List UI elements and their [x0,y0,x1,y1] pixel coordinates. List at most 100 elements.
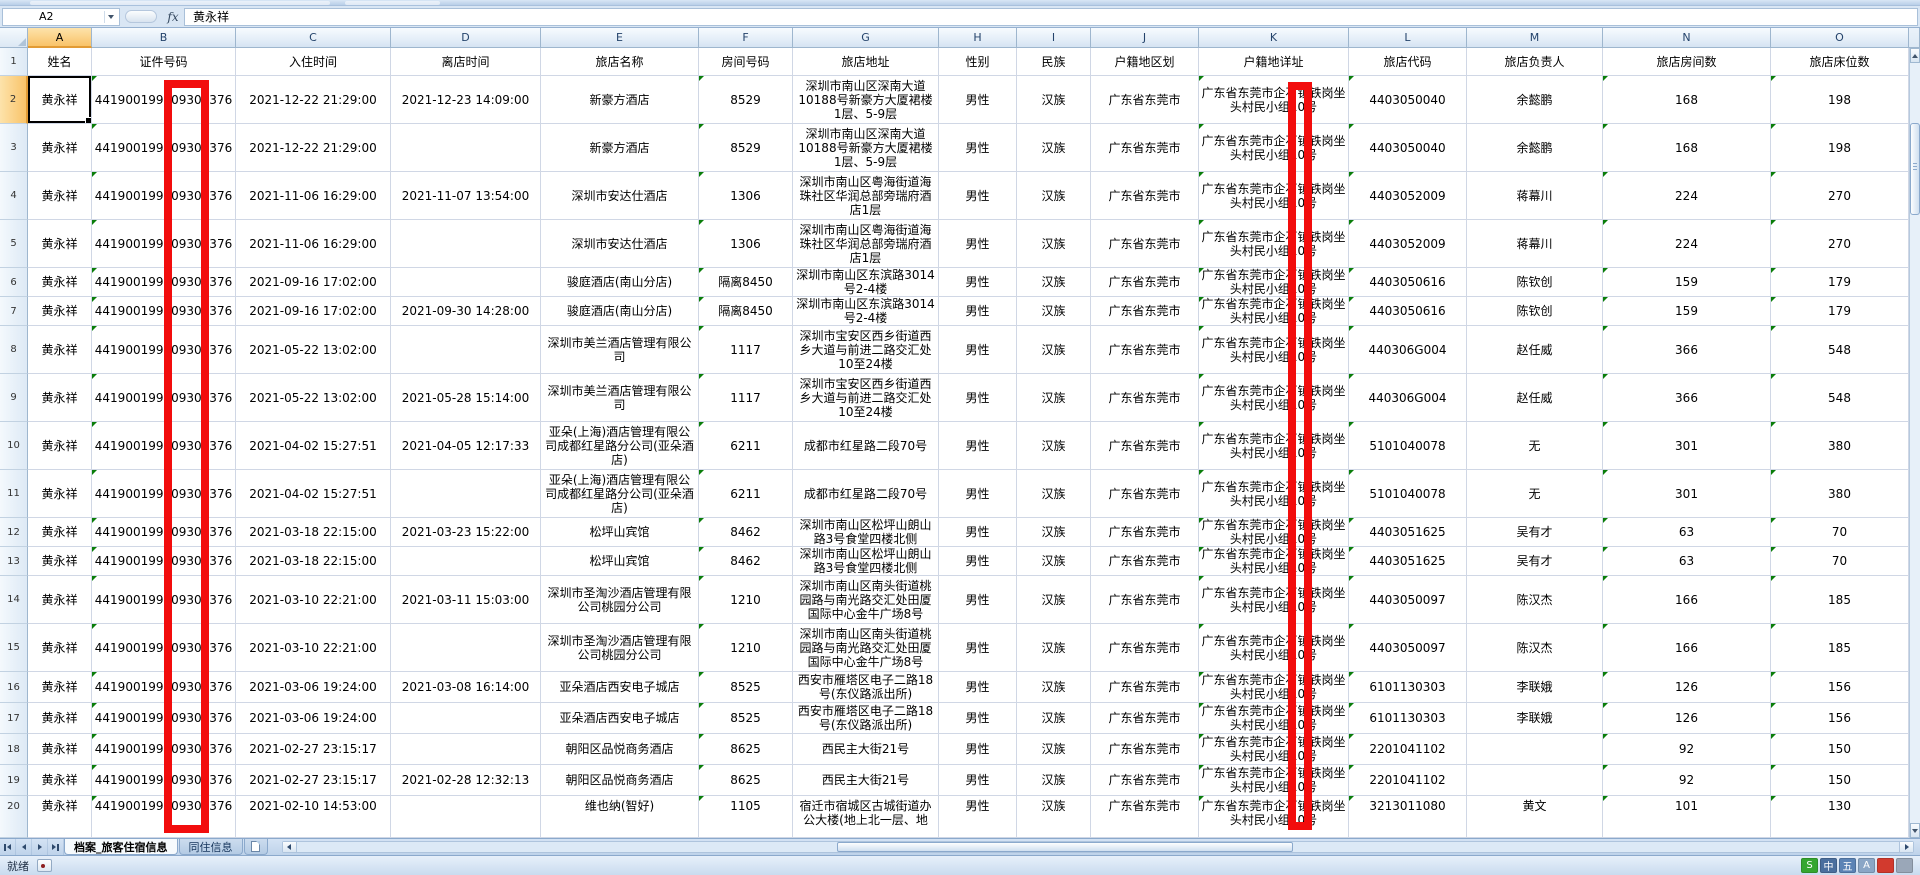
cell-L11[interactable]: 5101040078 [1349,470,1467,518]
cell-G13[interactable]: 深圳市南山区松坪山朗山路3号食堂四楼北侧 [793,547,939,576]
cell-N5[interactable]: 224 [1603,220,1771,268]
cell-M2[interactable]: 余懿鹏 [1467,76,1603,124]
cell-L3[interactable]: 4403050040 [1349,124,1467,172]
cell-D19[interactable]: 2021-02-28 12:32:13 [391,765,541,796]
row-header-19[interactable]: 19 [0,765,28,796]
cell-G8[interactable]: 深圳市宝安区西乡街道西乡大道与前进二路交汇处10至24楼 [793,326,939,374]
cell-I4[interactable]: 汉族 [1017,172,1091,220]
cell-F1[interactable]: 房间号码 [699,48,793,76]
cell-O8[interactable]: 548 [1771,326,1909,374]
row-header-4[interactable]: 4 [0,172,28,220]
column-header-E[interactable]: E [541,28,699,48]
first-sheet-button[interactable] [0,839,16,855]
cell-G14[interactable]: 深圳市南山区南头街道桃园路与南光路交汇处田厦国际中心金牛广场8号 [793,576,939,624]
scroll-right-button[interactable] [1899,842,1913,852]
select-all-corner[interactable] [0,28,28,48]
cell-C16[interactable]: 2021-03-06 19:24:00 [236,672,391,703]
cell-D12[interactable]: 2021-03-23 15:22:00 [391,518,541,547]
cell-G9[interactable]: 深圳市宝安区西乡街道西乡大道与前进二路交汇处10至24楼 [793,374,939,422]
cell-K8[interactable]: 广东省东莞市企石镇铁岗坐头村民小组10号 [1199,326,1349,374]
column-header-K[interactable]: K [1199,28,1349,48]
cell-O6[interactable]: 179 [1771,268,1909,297]
cell-O14[interactable]: 185 [1771,576,1909,624]
sheet-tab-cohabit[interactable]: 同住信息 [178,839,243,855]
cell-D20[interactable] [391,796,541,838]
row-header-2[interactable]: 2 [0,76,28,124]
cell-O11[interactable]: 380 [1771,470,1909,518]
cell-I10[interactable]: 汉族 [1017,422,1091,470]
cell-M18[interactable] [1467,734,1603,765]
cell-C7[interactable]: 2021-09-16 17:02:00 [236,297,391,326]
cell-H2[interactable]: 男性 [939,76,1017,124]
cell-J4[interactable]: 广东省东莞市 [1091,172,1199,220]
row-header-7[interactable]: 7 [0,297,28,326]
cell-I17[interactable]: 汉族 [1017,703,1091,734]
cell-I2[interactable]: 汉族 [1017,76,1091,124]
cell-D5[interactable] [391,220,541,268]
cell-I18[interactable]: 汉族 [1017,734,1091,765]
sogou-ime-icon[interactable]: S [1801,858,1818,873]
cell-J19[interactable]: 广东省东莞市 [1091,765,1199,796]
cell-J11[interactable]: 广东省东莞市 [1091,470,1199,518]
cell-B2[interactable]: 441900199009300376 [92,76,236,124]
horizontal-scrollbar-thumb[interactable] [836,842,1294,852]
row-header-18[interactable]: 18 [0,734,28,765]
cell-J3[interactable]: 广东省东莞市 [1091,124,1199,172]
cell-F7[interactable]: 隔离8450 [699,297,793,326]
cell-L9[interactable]: 440306G004 [1349,374,1467,422]
cell-N16[interactable]: 126 [1603,672,1771,703]
row-header-17[interactable]: 17 [0,703,28,734]
cell-D17[interactable] [391,703,541,734]
cell-B11[interactable]: 441900199009300376 [92,470,236,518]
cell-D2[interactable]: 2021-12-23 14:09:00 [391,76,541,124]
cell-F9[interactable]: 1117 [699,374,793,422]
cell-B6[interactable]: 441900199009300376 [92,268,236,297]
cell-A10[interactable]: 黄永祥 [28,422,92,470]
cell-A18[interactable]: 黄永祥 [28,734,92,765]
cell-F8[interactable]: 1117 [699,326,793,374]
cell-C14[interactable]: 2021-03-10 22:21:00 [236,576,391,624]
cell-H1[interactable]: 性别 [939,48,1017,76]
row-header-14[interactable]: 14 [0,576,28,624]
cell-E2[interactable]: 新豪方酒店 [541,76,699,124]
cell-N4[interactable]: 224 [1603,172,1771,220]
cell-L8[interactable]: 440306G004 [1349,326,1467,374]
cell-B1[interactable]: 证件号码 [92,48,236,76]
column-header-A[interactable]: A [28,28,92,48]
cell-O15[interactable]: 185 [1771,624,1909,672]
cell-D18[interactable] [391,734,541,765]
cell-I19[interactable]: 汉族 [1017,765,1091,796]
cell-K19[interactable]: 广东省东莞市企石镇铁岗坐头村民小组10号 [1199,765,1349,796]
row-header-15[interactable]: 15 [0,624,28,672]
cell-M6[interactable]: 陈钦创 [1467,268,1603,297]
scroll-up-button[interactable] [1910,48,1920,63]
cell-E13[interactable]: 松坪山宾馆 [541,547,699,576]
cell-F6[interactable]: 隔离8450 [699,268,793,297]
cell-M4[interactable]: 蒋幕川 [1467,172,1603,220]
cell-J14[interactable]: 广东省东莞市 [1091,576,1199,624]
cell-G15[interactable]: 深圳市南山区南头街道桃园路与南光路交汇处田厦国际中心金牛广场8号 [793,624,939,672]
cell-K5[interactable]: 广东省东莞市企石镇铁岗坐头村民小组10号 [1199,220,1349,268]
cell-A11[interactable]: 黄永祥 [28,470,92,518]
cell-F16[interactable]: 8525 [699,672,793,703]
cell-G19[interactable]: 西民主大街21号 [793,765,939,796]
row-header-13[interactable]: 13 [0,547,28,576]
cell-I7[interactable]: 汉族 [1017,297,1091,326]
cell-L18[interactable]: 2201041102 [1349,734,1467,765]
cell-M13[interactable]: 吴有才 [1467,547,1603,576]
cell-C5[interactable]: 2021-11-06 16:29:00 [236,220,391,268]
fx-icon[interactable]: fx [167,9,179,24]
cell-J10[interactable]: 广东省东莞市 [1091,422,1199,470]
cell-L7[interactable]: 4403050616 [1349,297,1467,326]
cell-O12[interactable]: 70 [1771,518,1909,547]
cell-H13[interactable]: 男性 [939,547,1017,576]
cell-M9[interactable]: 赵任威 [1467,374,1603,422]
cell-E6[interactable]: 骏庭酒店(南山分店) [541,268,699,297]
cell-O5[interactable]: 270 [1771,220,1909,268]
cell-D11[interactable] [391,470,541,518]
cell-C1[interactable]: 入住时间 [236,48,391,76]
cell-F5[interactable]: 1306 [699,220,793,268]
column-header-L[interactable]: L [1349,28,1467,48]
cell-G20[interactable]: 宿迁市宿城区古城街道办公大楼(地上北一层、地 [793,796,939,838]
cell-M1[interactable]: 旅店负责人 [1467,48,1603,76]
